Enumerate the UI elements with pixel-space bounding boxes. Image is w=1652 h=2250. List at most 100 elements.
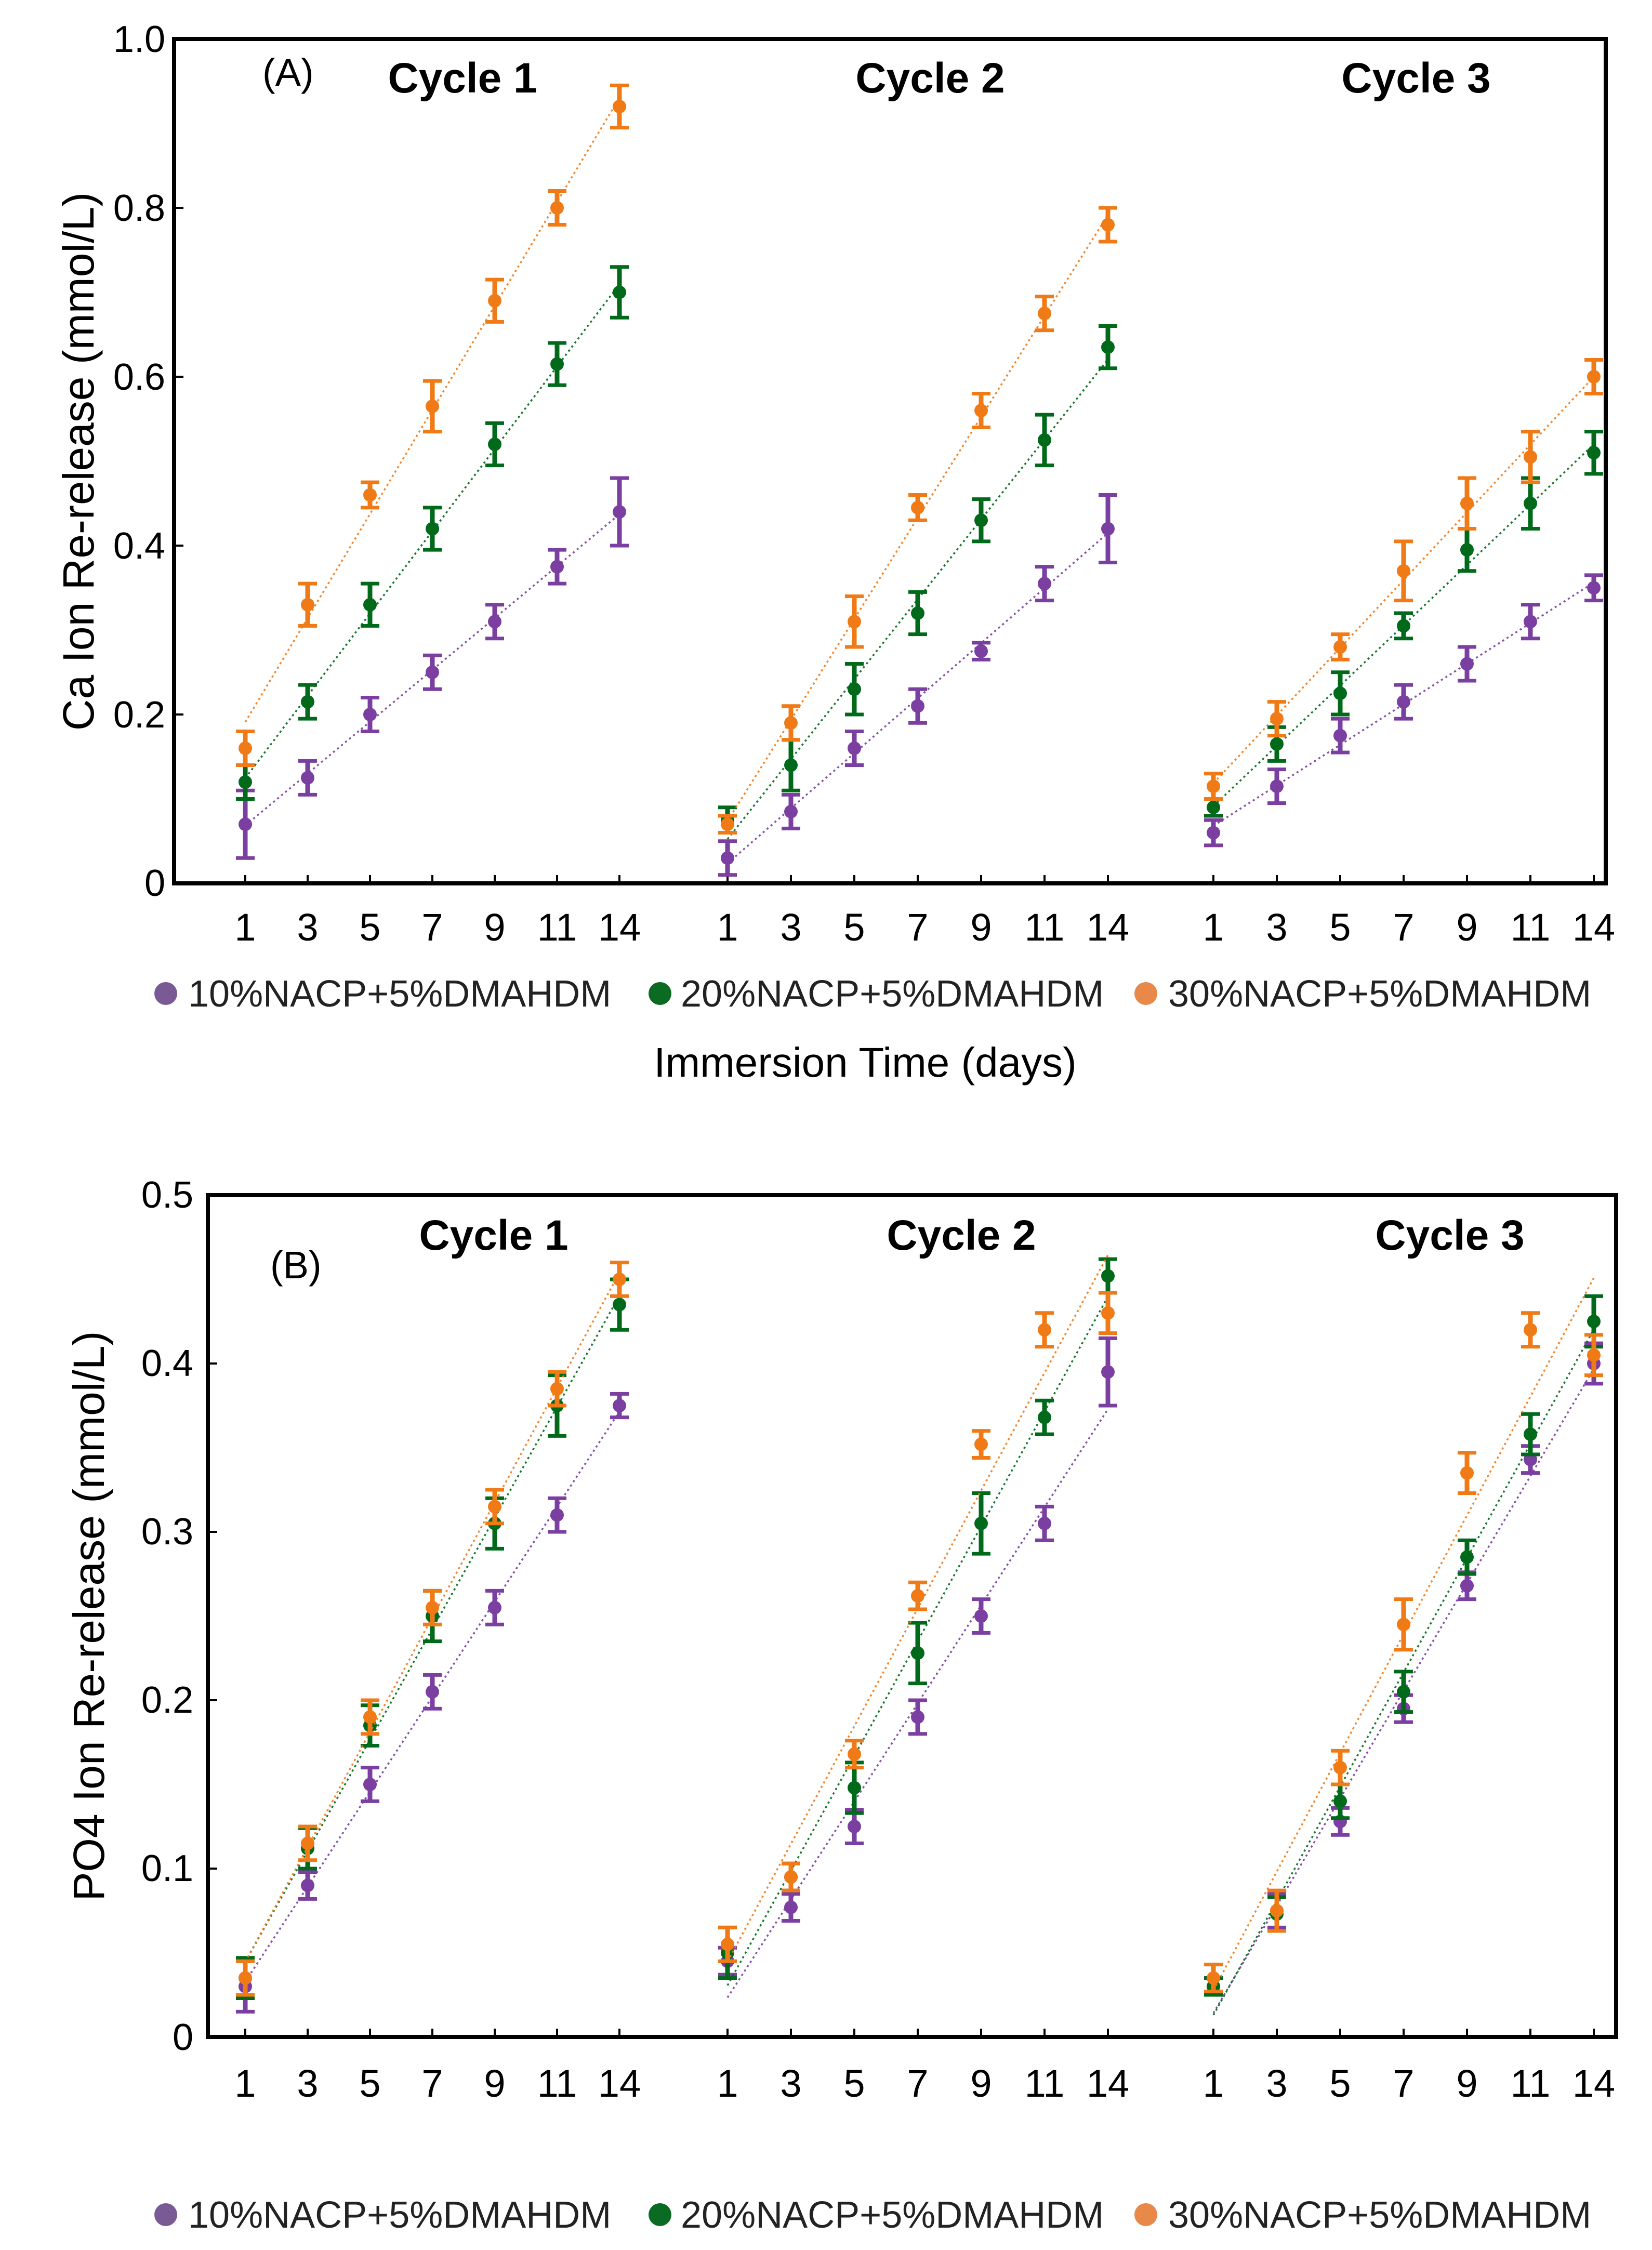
data-point [301, 598, 314, 612]
data-point [1038, 1323, 1051, 1337]
data-point [911, 500, 924, 514]
data-point [784, 716, 798, 730]
data-point [426, 522, 439, 536]
data-point [239, 775, 252, 789]
x-tick-label: 5 [359, 906, 380, 949]
y-tick-label: 0.1 [141, 1848, 193, 1889]
data-point [1587, 446, 1601, 460]
data-point [1397, 619, 1410, 633]
x-tick-label: 7 [421, 906, 443, 949]
data-point [721, 1937, 734, 1951]
x-tick-label: 11 [1511, 2062, 1551, 2105]
data-point [1038, 577, 1051, 591]
x-tick-label: 3 [780, 906, 801, 949]
data-point [363, 1778, 377, 1791]
cycle-title-a3: Cycle 3 [1341, 55, 1490, 102]
plot-a-frame [172, 37, 1608, 885]
data-point [613, 100, 626, 113]
data-point [911, 606, 924, 620]
cycle-title-b2: Cycle 2 [887, 1212, 1036, 1259]
data-point [1333, 1794, 1347, 1808]
data-point [1333, 686, 1347, 700]
data-point [911, 1589, 924, 1603]
y-tick-label: 0.4 [141, 1343, 193, 1384]
data-point [1101, 522, 1115, 536]
x-axis-ticks-b: 1 3 5 7 9 11 14 1 3 5 7 9 11 14 1 3 5 7 9 11 14 [234, 2062, 1615, 2105]
data-point [974, 1609, 988, 1623]
data-point [301, 1836, 314, 1850]
x-tick-label: 3 [1266, 2062, 1287, 2105]
data-point [1207, 826, 1220, 840]
x-tick-label: 1 [1202, 906, 1224, 949]
data-point [1524, 1323, 1537, 1337]
cycle-title-b1: Cycle 1 [419, 1212, 568, 1259]
panel-a: 0 0.2 0.4 0.6 0.8 1.0 (A) Cycle 1 Cycle … [54, 19, 1615, 1086]
data-point [1333, 1761, 1347, 1775]
data-point [1270, 737, 1284, 751]
y-tick-label: 0 [173, 2017, 193, 2058]
legend-label-30pct: 30%NACP+5%DMAHDM [1168, 2194, 1591, 2236]
legend-marker-20pct [649, 982, 671, 1005]
data-point [613, 1273, 626, 1286]
legend-label-20pct: 20%NACP+5%DMAHDM [681, 973, 1104, 1015]
x-tick-label: 5 [843, 906, 865, 949]
y-tick-label: 0.6 [113, 356, 165, 398]
data-point [1038, 1410, 1051, 1424]
data-point [848, 682, 861, 696]
data-point [488, 438, 501, 451]
x-tick-label: 7 [907, 906, 928, 949]
x-tick-label: 9 [484, 2062, 505, 2105]
data-point [721, 817, 734, 831]
data-point [1101, 1365, 1115, 1379]
data-point [1397, 564, 1410, 578]
y-tick-label: 0.2 [113, 694, 165, 736]
y-tick-label: 0.8 [113, 188, 165, 229]
data-point [1038, 307, 1051, 321]
x-tick-label: 9 [970, 2062, 992, 2105]
cycle-title-a2: Cycle 2 [855, 55, 1005, 102]
data-point [1587, 581, 1601, 595]
data-point [1460, 496, 1474, 510]
data-point [1038, 433, 1051, 447]
panel-b: 0 0.1 0.2 0.3 0.4 0.5 (B) Cycle 1 Cycle … [64, 1174, 1618, 2236]
cycle-title-a1: Cycle 1 [388, 55, 537, 102]
panel-label-a: (A) [262, 51, 314, 94]
data-point [488, 294, 501, 308]
x-tick-label: 14 [1087, 906, 1129, 949]
data-point [1524, 615, 1537, 629]
data-point [426, 399, 439, 413]
y-tick-label: 0.4 [113, 525, 165, 567]
x-tick-label: 1 [234, 2062, 256, 2105]
data-point [974, 1437, 988, 1451]
x-axis-title-a: Immersion Time (days) [654, 1039, 1076, 1086]
data-point [301, 1878, 314, 1892]
x-tick-label: 3 [297, 2062, 318, 2105]
data-point [784, 804, 798, 818]
data-point [1270, 779, 1284, 793]
data-point [426, 1685, 439, 1699]
x-axis-ticks-a: 1 3 5 7 9 11 14 1 3 5 7 9 11 14 1 3 5 7 9 11 14 [234, 906, 1615, 949]
data-point [1101, 218, 1115, 232]
data-point [721, 851, 734, 865]
x-tick-label: 1 [717, 2062, 738, 2105]
data-point [426, 1600, 439, 1614]
x-tick-label: 5 [843, 2062, 865, 2105]
data-point [848, 1747, 861, 1761]
data-point [1587, 1315, 1601, 1328]
data-point [784, 758, 798, 772]
data-point [784, 1870, 798, 1884]
y-tick-label: 0.2 [141, 1679, 193, 1721]
legend-b: 10%NACP+5%DMAHDM 20%NACP+5%DMAHDM 30%NAC… [154, 2194, 1591, 2236]
data-point [911, 1710, 924, 1724]
plot-a-data [174, 38, 1603, 884]
x-tick-label: 5 [1329, 906, 1351, 949]
x-tick-label: 14 [1087, 2062, 1129, 2105]
x-tick-label: 1 [234, 906, 256, 949]
data-point [1397, 1685, 1410, 1699]
x-tick-label: 3 [780, 2062, 801, 2105]
legend-marker-30pct [1134, 2203, 1157, 2226]
legend-marker-30pct [1134, 982, 1157, 1005]
x-tick-label: 9 [1456, 906, 1477, 949]
data-point [550, 1508, 564, 1522]
